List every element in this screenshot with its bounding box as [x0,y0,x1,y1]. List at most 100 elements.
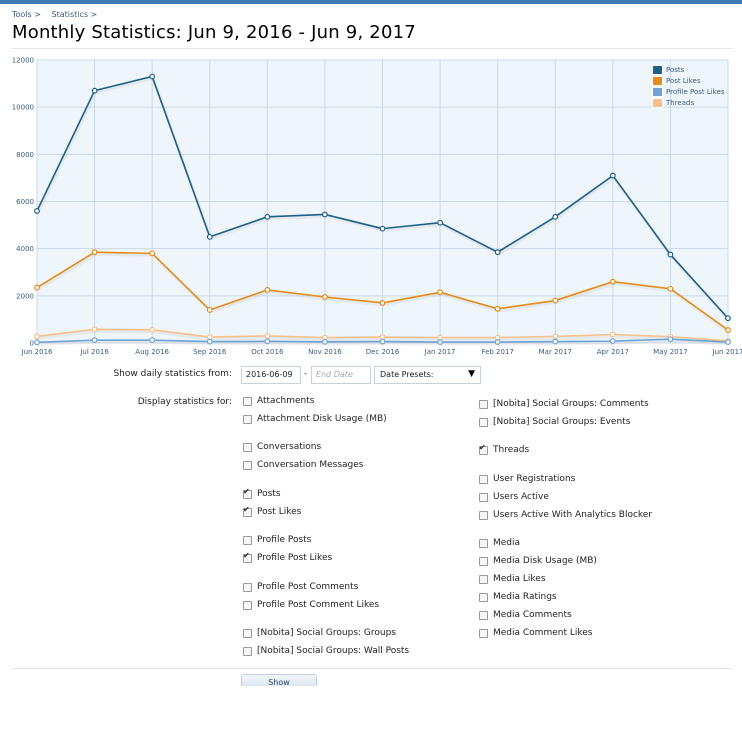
data-point [206,338,213,345]
x-tick-label: Sep 2016 [193,348,227,356]
end-date-input[interactable]: End Date [311,366,371,384]
x-tick-label: Mar 2017 [539,348,572,356]
data-point [667,285,674,292]
y-tick-label: 10000 [12,104,34,112]
checkbox-label: Conversation Messages [257,460,364,470]
checkbox-unchecked[interactable] [243,646,252,656]
stat-checkbox-row[interactable]: [Nobita] Social Groups: Comments [479,399,649,409]
legend-swatch [652,75,663,86]
checkbox-unchecked[interactable] [243,414,252,424]
checkbox-unchecked[interactable] [243,628,252,638]
stat-checkbox-row[interactable]: Threads [479,443,529,455]
breadcrumb: Tools > Statistics > [12,10,99,19]
checkbox-label: Media Disk Usage (MB) [493,556,597,566]
checkbox-unchecked[interactable] [479,399,488,409]
stat-checkbox-row[interactable]: Users Active [479,492,549,502]
stat-checkbox-row[interactable]: Profile Posts [243,535,311,545]
stat-checkbox-row[interactable]: Posts [243,487,281,499]
stat-checkbox-row[interactable]: Attachment Disk Usage (MB) [243,414,387,424]
data-point [552,213,559,220]
y-tick-label: 8000 [16,151,34,159]
data-point [34,208,40,214]
checkbox-unchecked[interactable] [243,442,252,452]
statistics-chart: 0 2000 4000 6000 8000 10000 12000 Jun 2016 Jul 2… [0,52,742,362]
dropdown-arrow-icon: ▼ [468,369,475,379]
checkbox-checked[interactable] [243,487,252,499]
data-point [494,249,501,256]
legend-item: Threads [652,97,724,108]
stat-checkbox-row[interactable]: Users Active With Analytics Blocker [479,510,652,520]
checkbox-checked[interactable] [479,443,488,455]
checkbox-unchecked[interactable] [479,538,488,548]
checkbox-checked[interactable] [243,551,252,563]
page-title: Monthly Statistics: Jun 9, 2016 - Jun 9,… [12,22,416,43]
checkbox-unchecked[interactable] [479,574,488,584]
stat-checkbox-row[interactable]: Media Comment Likes [479,628,592,638]
data-point [91,337,98,344]
breadcrumb-tools[interactable]: Tools > [12,10,41,19]
x-tick-label: Jun 2017 [712,348,742,356]
checkbox-label: Users Active With Analytics Blocker [493,510,653,520]
checkbox-checked[interactable] [243,505,252,517]
breadcrumb-statistics[interactable]: Statistics > [51,10,98,19]
checkbox-unchecked[interactable] [479,610,488,620]
checkbox-unchecked[interactable] [479,474,488,484]
checkbox-unchecked[interactable] [479,592,488,602]
checkbox-label: [Nobita] Social Groups: Wall Posts [257,646,410,656]
checkbox-unchecked[interactable] [479,417,488,427]
legend-item: Profile Post Likes [652,86,724,97]
stat-checkbox-row[interactable]: [Nobita] Social Groups: Wall Posts [243,646,409,656]
stat-checkbox-row[interactable]: Profile Post Comments [243,582,358,592]
x-tick-label: Nov 2016 [308,348,342,356]
data-point [206,233,213,240]
stat-checkbox-row[interactable]: Profile Post Comment Likes [243,600,379,610]
checkbox-unchecked[interactable] [243,582,252,592]
data-point [437,339,443,345]
checkbox-label: Post Likes [257,507,302,517]
legend-label: Post Likes [666,76,701,85]
stat-checkbox-row[interactable]: Media Ratings [479,592,557,602]
data-point [91,87,98,94]
start-date-input[interactable]: 2016-06-09 [241,366,301,384]
checkbox-label: Conversations [257,442,322,452]
stat-checkbox-row[interactable]: [Nobita] Social Groups: Groups [243,628,396,638]
data-point [552,338,559,345]
stat-checkbox-row[interactable]: Media Disk Usage (MB) [479,556,597,566]
checkbox-label: Users Active [493,492,549,502]
stat-checkbox-row[interactable]: [Nobita] Social Groups: Events [479,417,630,427]
stat-checkbox-row[interactable]: Post Likes [243,505,302,517]
data-point [264,287,271,293]
daily-stats-label: Show daily statistics from: [113,369,232,379]
checkbox-label: Profile Post Comments [257,582,359,592]
x-tick-label: Jun 2016 [21,348,54,356]
data-point [552,297,559,304]
data-point [609,172,616,179]
title-divider [12,48,732,49]
checkbox-unchecked[interactable] [479,556,488,566]
checkbox-unchecked[interactable] [479,510,488,520]
checkbox-unchecked[interactable] [243,460,252,470]
checkbox-unchecked[interactable] [243,535,252,545]
data-point [206,307,213,313]
data-point [264,338,271,345]
stat-checkbox-row[interactable]: Attachments [243,396,314,406]
checkbox-label: Media [493,538,521,548]
checkbox-unchecked[interactable] [243,600,252,610]
checkbox-unchecked[interactable] [479,628,488,638]
date-presets-label: Date Presets: [380,370,434,379]
stat-checkbox-row[interactable]: Media Likes [479,574,546,584]
stat-checkbox-row[interactable]: Media [479,538,520,548]
data-point [379,300,386,306]
stat-checkbox-row[interactable]: Conversations [243,442,321,452]
legend-swatch [652,64,663,75]
checkbox-unchecked[interactable] [243,396,252,406]
checkbox-label: Media Comments [493,610,572,620]
stat-checkbox-row[interactable]: Conversation Messages [243,460,364,470]
checkbox-unchecked[interactable] [479,492,488,502]
data-point [609,331,616,338]
stat-checkbox-row[interactable]: Profile Post Likes [243,551,332,563]
stat-checkbox-row[interactable]: Media Comments [479,610,572,620]
date-presets-select[interactable]: Date Presets: ▼ [374,366,481,384]
data-point [322,211,328,218]
stat-checkbox-row[interactable]: User Registrations [479,474,575,484]
